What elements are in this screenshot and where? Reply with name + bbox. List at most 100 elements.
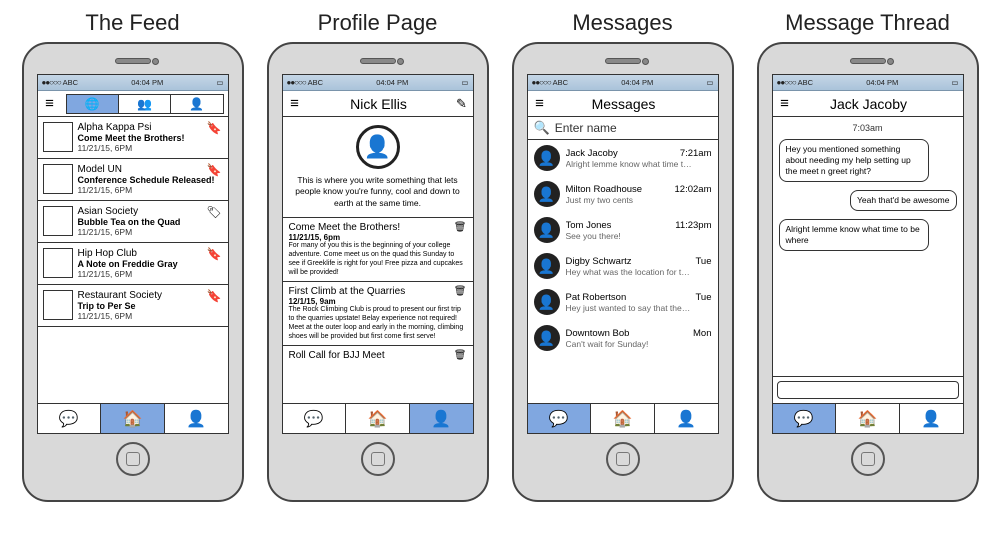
person-icon: 👤 (189, 97, 204, 111)
profile-post[interactable]: First Climb at the Quarries12/1/15, 9amT… (283, 281, 473, 345)
feed-when: 11/21/15, 6PM (78, 185, 215, 195)
search-placeholder: Enter name (555, 121, 617, 135)
msg-name: Downtown Bob (566, 328, 630, 339)
tab-profile[interactable]: 👤 (900, 404, 963, 433)
feed-item[interactable]: Asian SocietyBubble Tea on the Quad11/21… (38, 201, 228, 243)
msg-preview: Hey just wanted to say that the… (566, 303, 712, 313)
hamburger-icon[interactable]: ≡ (38, 95, 62, 112)
message-bubble: Alright lemme know what time to be where (779, 219, 929, 251)
hamburger-icon[interactable]: ≡ (528, 95, 552, 112)
tab-profile[interactable]: 👤 (410, 404, 473, 433)
tab-home[interactable]: 🏠 (101, 404, 165, 433)
title-thread: Message Thread (785, 10, 950, 36)
search-input[interactable]: 🔍 Enter name (528, 117, 718, 140)
tab-home[interactable]: 🏠 (836, 404, 900, 433)
msg-time: Tue (695, 292, 711, 303)
feed-list: Alpha Kappa PsiCome Meet the Brothers!11… (38, 117, 228, 403)
bottom-tabbar: 💬 🏠 👤 (773, 403, 963, 433)
hamburger-icon[interactable]: ≡ (283, 95, 307, 112)
bookmark-icon[interactable]: 🔖 (207, 247, 222, 261)
feed-item[interactable]: Hip Hop ClubA Note on Freddie Gray11/21/… (38, 243, 228, 285)
tab-chat[interactable]: 💬 (38, 404, 102, 433)
phone-home-button[interactable] (361, 442, 395, 476)
msg-name: Tom Jones (566, 220, 612, 231)
message-item[interactable]: 👤Digby SchwartzTueHey what was the locat… (528, 248, 718, 284)
phone-speaker (115, 58, 151, 64)
feed-org: Alpha Kappa Psi (78, 122, 185, 133)
feed-filter-tabs: 🌐 👥 👤 (66, 94, 224, 114)
post-when: 12/1/15, 9am (289, 297, 467, 306)
screen-feed: ●●○○○ ABC 04:04 PM ▭ ≡ 🌐 👥 👤 Alpha Kappa… (37, 74, 229, 434)
trash-icon[interactable]: 🗑 (454, 350, 467, 361)
tab-profile[interactable]: 👤 (165, 404, 228, 433)
msg-time: Mon (693, 328, 711, 339)
carrier-label: ABC (63, 78, 78, 87)
screen-thread: ●●○○○ABC 04:04 PM ▭ ≡ Jack Jacoby 7:03am… (772, 74, 964, 434)
message-item[interactable]: 👤Downtown BobMonCan't wait for Sunday! (528, 320, 718, 356)
title-feed: The Feed (85, 10, 179, 36)
clock: 04:04 PM (131, 78, 163, 87)
msg-time: 7:21am (680, 148, 712, 159)
bookmark-icon[interactable]: 🔖 (207, 121, 222, 135)
tab-chat[interactable]: 💬 (283, 404, 347, 433)
feed-item[interactable]: Model UNConference Schedule Released!11/… (38, 159, 228, 201)
phone-messages: ●●○○○ABC 04:04 PM ▭ ≡ Messages 🔍 Enter n… (512, 42, 734, 502)
msg-preview: Alright lemme know what time t… (566, 159, 712, 169)
pencil-icon[interactable]: ✎ (451, 96, 473, 112)
profile-header: ≡ Nick Ellis ✎ (283, 91, 473, 117)
tab-person[interactable]: 👤 (171, 95, 222, 113)
message-item[interactable]: 👤Milton Roadhouse12:02amJust my two cent… (528, 176, 718, 212)
message-item[interactable]: 👤Tom Jones11:23pmSee you there! (528, 212, 718, 248)
tab-group[interactable]: 👥 (119, 95, 171, 113)
phone-home-button[interactable] (116, 442, 150, 476)
statusbar: ●●○○○ ABC 04:04 PM ▭ (38, 75, 228, 91)
trash-icon[interactable]: 🗑 (454, 222, 467, 233)
compose-area (773, 376, 963, 403)
profile-post[interactable]: Come Meet the Brothers!11/21/15, 6pmFor … (283, 217, 473, 281)
post-title: Come Meet the Brothers! (289, 222, 467, 233)
screen-profile: ●●○○○ABC 04:04 PM ▭ ≡ Nick Ellis ✎ 👤 Thi… (282, 74, 474, 434)
phone-thread: ●●○○○ABC 04:04 PM ▭ ≡ Jack Jacoby 7:03am… (757, 42, 979, 502)
avatar-icon[interactable]: 👤 (356, 125, 400, 169)
message-item[interactable]: 👤Jack Jacoby7:21amAlright lemme know wha… (528, 140, 718, 176)
post-title: First Climb at the Quarries (289, 286, 467, 297)
battery-icon: ▭ (216, 78, 223, 87)
thread-timestamp: 7:03am (773, 117, 963, 135)
message-item[interactable]: 👤Pat RobertsonTueHey just wanted to say … (528, 284, 718, 320)
msg-name: Jack Jacoby (566, 148, 618, 159)
title-profile: Profile Page (318, 10, 438, 36)
thread-title: Jack Jacoby (797, 96, 941, 112)
tab-chat[interactable]: 💬 (773, 404, 837, 433)
tab-home[interactable]: 🏠 (591, 404, 655, 433)
tab-chat[interactable]: 💬 (528, 404, 592, 433)
avatar-icon: 👤 (534, 217, 560, 243)
bookmark-icon[interactable]: 🔖 (207, 289, 222, 303)
feed-headline: A Note on Freddie Gray (78, 259, 178, 269)
feed-item[interactable]: Alpha Kappa PsiCome Meet the Brothers!11… (38, 117, 228, 159)
tab-home[interactable]: 🏠 (346, 404, 410, 433)
tab-profile[interactable]: 👤 (655, 404, 718, 433)
tab-globe[interactable]: 🌐 (67, 95, 119, 113)
col-thread: Message Thread ●●○○○ABC 04:04 PM ▭ ≡ Jac… (750, 10, 985, 502)
feed-item[interactable]: Restaurant SocietyTrip to Per Se11/21/15… (38, 285, 228, 327)
feed-headline: Conference Schedule Released! (78, 175, 215, 185)
phone-home-button[interactable] (851, 442, 885, 476)
feed-org: Hip Hop Club (78, 248, 178, 259)
compose-input[interactable] (777, 381, 959, 399)
home-icon: 🏠 (123, 409, 143, 429)
bookmark-icon[interactable]: 🔖 (207, 163, 222, 177)
profile-post[interactable]: Roll Call for BJJ Meet🗑 (283, 345, 473, 365)
avatar-icon: 👤 (534, 325, 560, 351)
hamburger-icon[interactable]: ≡ (773, 95, 797, 112)
feed-headline: Trip to Per Se (78, 301, 163, 311)
phone-profile: ●●○○○ABC 04:04 PM ▭ ≡ Nick Ellis ✎ 👤 Thi… (267, 42, 489, 502)
trash-icon[interactable]: 🗑 (454, 286, 467, 297)
bottom-tabbar: 💬 🏠 👤 (528, 403, 718, 433)
statusbar: ●●○○○ABC 04:04 PM ▭ (283, 75, 473, 91)
bookmark-icon[interactable]: 🏷 (206, 205, 221, 219)
messages-header: ≡ Messages (528, 91, 718, 117)
msg-time: 12:02am (675, 184, 712, 195)
phone-home-button[interactable] (606, 442, 640, 476)
message-bubble: Hey you mentioned something about needin… (779, 139, 929, 182)
profile-name: Nick Ellis (307, 96, 451, 112)
